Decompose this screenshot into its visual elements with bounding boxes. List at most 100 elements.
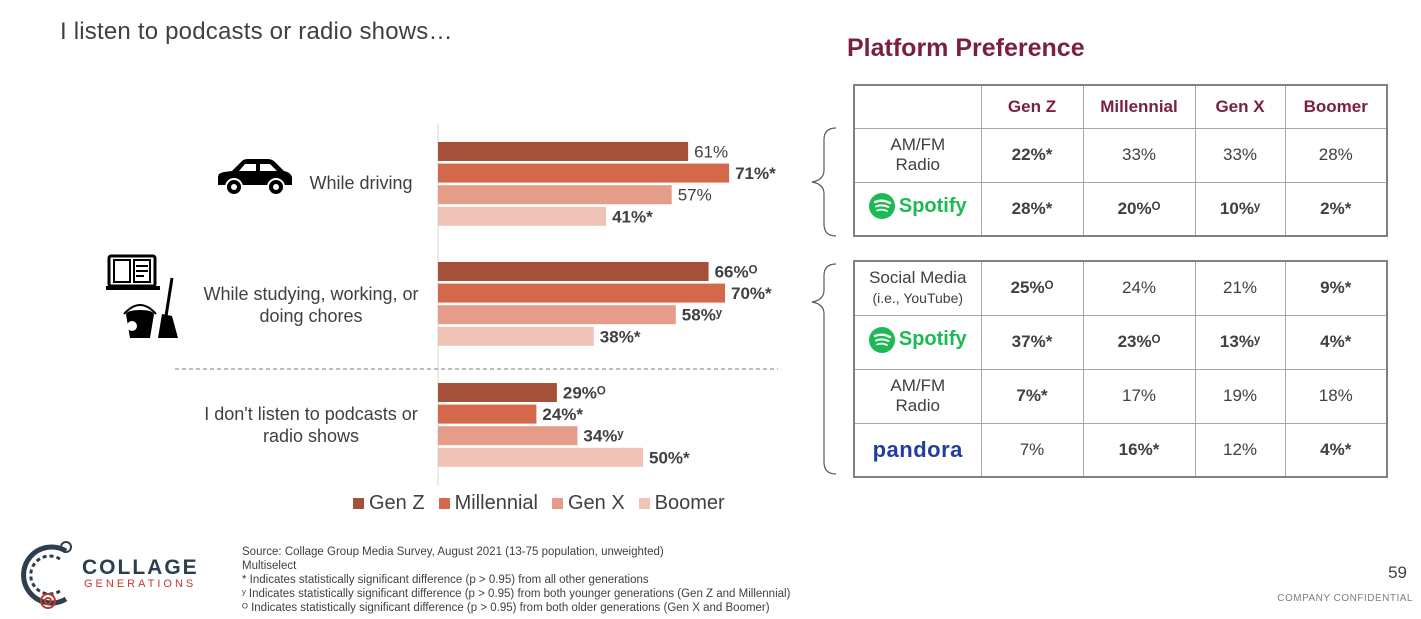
legend-item-gen-x: Gen X [551, 492, 625, 515]
legend-label: Gen Z [369, 492, 425, 514]
brace-driving [811, 127, 837, 237]
slide-title: I listen to podcasts or radio shows… [60, 18, 453, 45]
bar-gen-x [438, 426, 578, 446]
data-label: 41%* [612, 207, 653, 226]
table-row: Social Media (i.e., YouTube) 25%ᴼ 24% 21%… [853, 260, 1388, 316]
row-label-amfm: AM/FM Radio [853, 368, 982, 424]
table-cell: 7%* [980, 368, 1084, 424]
brace-studying [811, 263, 837, 475]
data-label: 58%ʸ [682, 306, 723, 325]
row-label-pandora: pandora [853, 422, 982, 478]
legend-swatch [438, 498, 450, 509]
platform-table-studying: Social Media (i.e., YouTube) 25%ᴼ 24% 21%… [853, 260, 1388, 478]
data-label: 38%* [600, 327, 641, 346]
bar-millennial [438, 404, 537, 424]
table-cell: 23%ᴼ [1082, 314, 1196, 370]
category-label-studying: While studying, working, or doing chores [203, 284, 419, 326]
legend-item-millennial: Millennial [438, 492, 538, 515]
table-cell: 17% [1082, 368, 1196, 424]
page-number: 59 [1388, 563, 1407, 582]
table-row: AM/FM Radio 22%* 33% 33% 28% [853, 127, 1388, 183]
legend-label: Boomer [654, 492, 725, 514]
category-label-dont-listen: I don't listen to podcasts or radio show… [204, 404, 418, 446]
table-row: Spotify 37%* 23%ᴼ 13%ʸ 4%* [853, 314, 1388, 370]
row-label-spotify: Spotify [853, 181, 982, 237]
table-row: pandora 7% 16%* 12% 4%* [853, 422, 1388, 478]
category-label-driving: While driving [309, 173, 413, 193]
laptop-book-icon [106, 254, 160, 290]
logo-subtitle: GENERATIONS [84, 578, 197, 590]
bucket-broom-icon [123, 277, 178, 338]
row-label-spotify: Spotify [853, 314, 982, 370]
table-cell: 19% [1194, 368, 1286, 424]
bar-gen-x [438, 305, 676, 325]
legend-label: Gen X [567, 492, 625, 514]
table-cell: 16%* [1082, 422, 1196, 478]
bar-millennial [438, 163, 730, 183]
legend-label: Millennial [454, 492, 538, 514]
bar-gen-z [438, 262, 709, 281]
table-cell: 12% [1194, 422, 1286, 478]
table-cell: 28%* [980, 181, 1084, 237]
legend-swatch [551, 498, 563, 509]
table-header: Gen Z [980, 84, 1084, 129]
table-cell: 10%ʸ [1194, 181, 1286, 237]
bar-boomer [438, 206, 607, 226]
bar-millennial [438, 283, 725, 303]
table-corner [853, 84, 982, 129]
footnote-source: Source: Collage Group Media Survey, Augu… [242, 546, 664, 558]
table-cell: 37%* [980, 314, 1084, 370]
chart-legend: Gen Z Millennial Gen X Boomer [353, 492, 725, 515]
table-cell: 24% [1082, 260, 1196, 316]
legend-swatch [353, 498, 364, 509]
bar-boomer [438, 326, 594, 346]
table-cell: 25%ᴼ [980, 260, 1084, 316]
data-label: 71%* [735, 164, 776, 183]
table-row: Spotify 28%* 20%ᴼ 10%ʸ 2%* [853, 181, 1388, 237]
legend-item-boomer: Boomer [638, 492, 725, 515]
data-label: 66%ᴼ [715, 263, 758, 282]
row-label-social-media: Social Media (i.e., YouTube) [853, 260, 982, 316]
data-label: 24%* [542, 405, 583, 424]
table-cell: 21% [1194, 260, 1286, 316]
table-cell: 28% [1284, 127, 1388, 183]
table-header: Millennial [1082, 84, 1196, 129]
logo-wordmark: COLLAGE [82, 556, 199, 579]
table-cell: 4%* [1284, 314, 1388, 370]
table-cell: 13%ʸ [1194, 314, 1286, 370]
table-cell: 33% [1194, 127, 1286, 183]
bar-boomer [438, 447, 643, 467]
data-label: 50%* [649, 448, 690, 467]
bar-gen-z [438, 383, 557, 402]
data-label: 29%ᴼ [563, 384, 606, 403]
data-label: 57% [678, 186, 712, 205]
table-cell: 20%ᴼ [1082, 181, 1196, 237]
table-cell: 9%* [1284, 260, 1388, 316]
table-cell: 4%* [1284, 422, 1388, 478]
table-cell: 18% [1284, 368, 1388, 424]
pandora-logo: pandora [872, 436, 963, 462]
bar-gen-z [438, 142, 689, 161]
car-icon [218, 159, 292, 196]
row-label-amfm: AM/FM Radio [853, 127, 982, 183]
table-header: Gen X [1194, 84, 1286, 129]
footnote-y: ʸ Indicates statistically significant di… [242, 588, 791, 600]
spotify-icon [868, 193, 895, 220]
bar-gen-x [438, 185, 672, 205]
platform-table-driving: Gen Z Millennial Gen X Boomer AM/FM Radio… [853, 84, 1388, 237]
table-cell: 2%* [1284, 181, 1388, 237]
footnote-asterisk: * Indicates statistically significant di… [242, 574, 649, 586]
data-label: 61% [694, 143, 728, 162]
table-row: AM/FM Radio 7%* 17% 19% 18% [853, 368, 1388, 424]
bar-chart: 61% 71%* 57% 41%* 66%ᴼ 70%* 58%ʸ 38%* 29%ᴼ 24%*34… [175, 124, 778, 486]
collage-logo-icon [21, 541, 72, 609]
data-label: 70%* [731, 284, 772, 303]
table-header: Boomer [1284, 84, 1388, 129]
spotify-logo: Spotify [868, 326, 967, 353]
legend-item-gen-z: Gen Z [353, 492, 425, 515]
spotify-icon [868, 326, 895, 353]
table-cell: 7% [980, 422, 1084, 478]
legend-swatch [638, 498, 650, 509]
table-cell: 22%* [980, 127, 1084, 183]
spotify-logo: Spotify [868, 193, 967, 220]
